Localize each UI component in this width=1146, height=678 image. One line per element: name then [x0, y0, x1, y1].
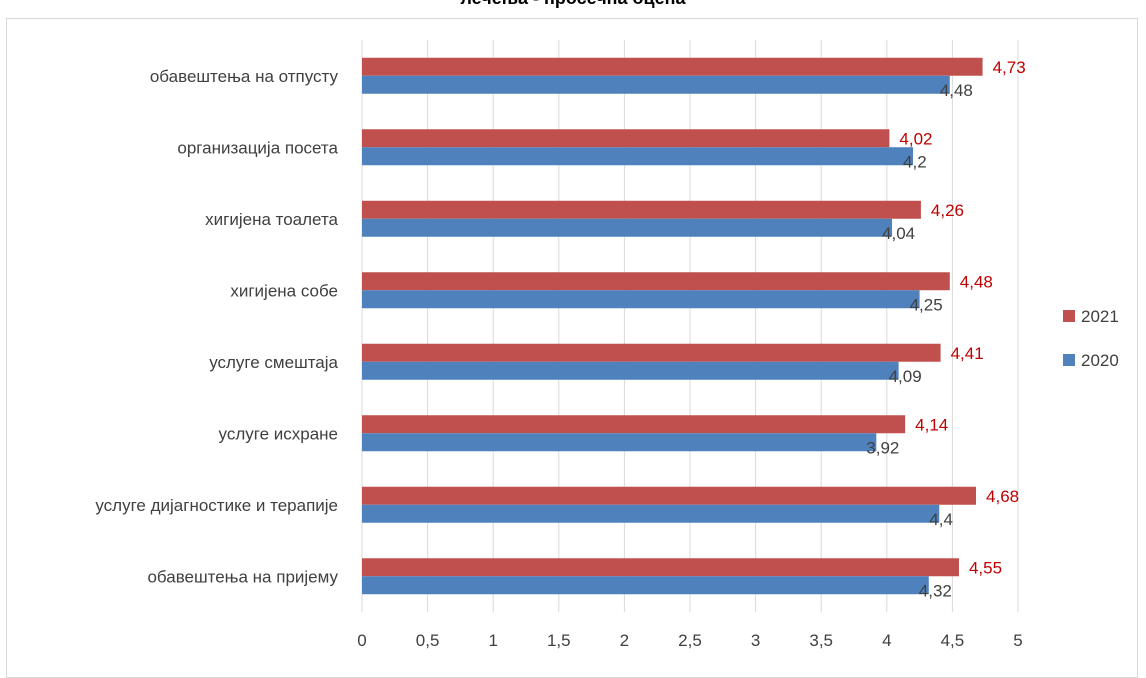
bar-2020: [362, 433, 877, 452]
bar-2020: [362, 361, 899, 380]
data-label-2020: 3,92: [866, 438, 899, 457]
category-label: обавештења на пријему: [147, 567, 338, 586]
x-tick-label: 0,5: [416, 631, 440, 650]
bar-2020: [362, 290, 920, 309]
category-label: услуге смештаја: [209, 353, 338, 372]
bar-2020: [362, 147, 914, 166]
legend-label-2020: 2020: [1081, 351, 1119, 370]
x-tick-label: 2,5: [678, 631, 702, 650]
category-label: услуге исхране: [219, 424, 338, 443]
data-label-2021: 4,41: [951, 344, 984, 363]
category-label: организација посета: [177, 138, 338, 157]
bar-2021: [362, 57, 983, 76]
data-label-2020: 4,04: [882, 224, 915, 243]
category-label: услуге дијагностике и терапије: [95, 496, 338, 515]
bar-2021: [362, 415, 906, 434]
legend-label-2021: 2021: [1081, 307, 1119, 326]
data-label-2020: 4,32: [919, 581, 952, 600]
chart-title: лечења - просечна оцена: [0, 0, 1146, 9]
x-tick-label: 2: [620, 631, 629, 650]
category-label: хигијена тоалета: [205, 210, 338, 229]
x-tick-label: 3: [751, 631, 760, 650]
bar-2020: [362, 75, 950, 94]
bar-2020: [362, 218, 893, 237]
data-label-2021: 4,26: [931, 201, 964, 220]
x-tick-label: 3,5: [809, 631, 833, 650]
bar-2021: [362, 200, 921, 219]
x-tick-label: 0: [357, 631, 366, 650]
data-label-2020: 4,2: [903, 152, 927, 171]
data-label-2021: 4,68: [986, 487, 1019, 506]
bar-2021: [362, 343, 941, 362]
data-label-2021: 4,73: [993, 58, 1026, 77]
x-tick-label: 4,5: [941, 631, 965, 650]
data-label-2020: 4,4: [929, 510, 953, 529]
bar-2020: [362, 504, 940, 523]
bar-2021: [362, 486, 977, 505]
data-label-2020: 4,09: [889, 367, 922, 386]
legend-swatch-2021: [1063, 310, 1075, 322]
x-tick-label: 1,5: [547, 631, 571, 650]
data-label-2021: 4,02: [899, 129, 932, 148]
x-tick-label: 1: [488, 631, 497, 650]
bar-2021: [362, 129, 890, 148]
data-label-2020: 4,48: [940, 81, 973, 100]
data-label-2020: 4,25: [910, 295, 943, 314]
category-label: обавештења на отпусту: [150, 67, 339, 86]
bar-2020: [362, 576, 929, 595]
data-label-2021: 4,48: [960, 272, 993, 291]
data-label-2021: 4,55: [969, 558, 1002, 577]
bar-2021: [362, 558, 959, 577]
legend-swatch-2020: [1063, 354, 1075, 366]
bar-2021: [362, 272, 950, 291]
category-label: хигијена собе: [230, 281, 338, 300]
x-tick-label: 5: [1013, 631, 1022, 650]
x-tick-label: 4: [882, 631, 891, 650]
data-label-2021: 4,14: [915, 415, 948, 434]
